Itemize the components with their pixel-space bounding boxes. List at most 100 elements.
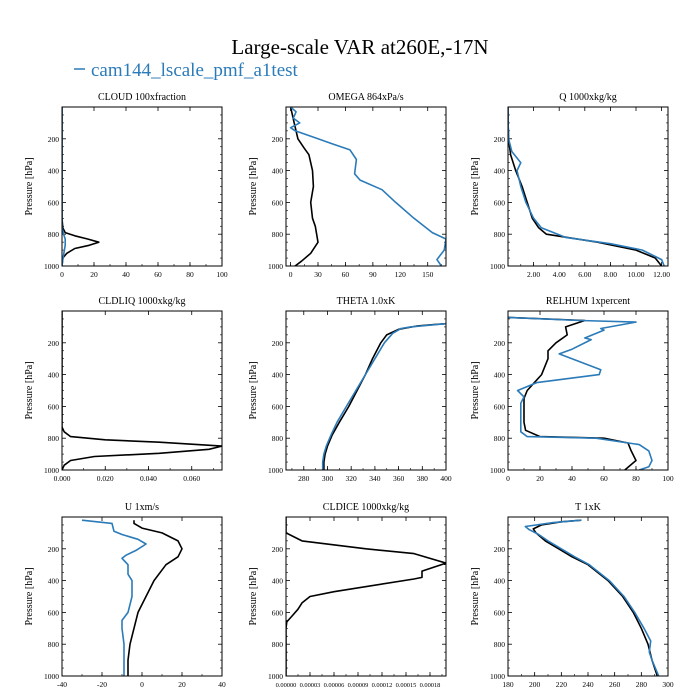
x-tick-label: 200 bbox=[529, 680, 541, 689]
x-tick-label: 100 bbox=[216, 270, 228, 279]
x-tick-label: 40 bbox=[568, 474, 576, 483]
panel-title: THETA 1.0xK bbox=[337, 296, 396, 307]
x-tick-label: 4.00 bbox=[553, 270, 566, 279]
x-tick-label: 220 bbox=[556, 680, 568, 689]
x-tick-label: 180 bbox=[502, 680, 514, 689]
series-line-control bbox=[508, 316, 637, 470]
y-tick-label: 600 bbox=[494, 608, 506, 617]
y-tick-label: 400 bbox=[272, 167, 284, 176]
x-tick-label: 400 bbox=[440, 474, 452, 483]
y-axis-label: Pressure [hPa] bbox=[248, 361, 259, 419]
y-tick-label: 1000 bbox=[268, 466, 283, 475]
x-tick-label: 30 bbox=[314, 270, 322, 279]
plot-frame bbox=[285, 106, 447, 267]
x-tick-label: 60 bbox=[154, 270, 162, 279]
panel-title: CLOUD 100xfraction bbox=[98, 92, 186, 103]
y-tick-label: 400 bbox=[494, 577, 506, 586]
y-axis-label: Pressure [hPa] bbox=[24, 157, 35, 215]
y-tick-label: 200 bbox=[48, 135, 60, 144]
x-tick-label: 300 bbox=[322, 474, 334, 483]
y-tick-label: 200 bbox=[494, 339, 506, 348]
plot-frame bbox=[507, 310, 669, 471]
series-line-control bbox=[289, 107, 319, 266]
x-tick-label: 0 bbox=[60, 270, 64, 279]
x-tick-label: 150 bbox=[422, 270, 434, 279]
x-tick-label: 80 bbox=[186, 270, 194, 279]
panel-3: CLDLIQ 1000xkg/kg Pressure [hPa] 200 400 600… bbox=[24, 296, 223, 483]
x-tick-label: 10.00 bbox=[628, 270, 645, 279]
x-tick-label: 0.00012 bbox=[372, 682, 393, 689]
x-tick-label: 0 bbox=[140, 680, 144, 689]
x-tick-label: 8.00 bbox=[604, 270, 617, 279]
plot-frame bbox=[285, 516, 447, 677]
panel-0: CLOUD 100xfraction Pressure [hPa] 200 40 0 60… bbox=[24, 92, 228, 279]
y-tick-label: 400 bbox=[272, 371, 284, 380]
x-tick-label: 6.00 bbox=[578, 270, 591, 279]
y-tick-label: 1000 bbox=[268, 672, 283, 681]
y-tick-label: 1000 bbox=[44, 262, 59, 271]
x-tick-label: 360 bbox=[393, 474, 405, 483]
x-tick-label: 280 bbox=[636, 680, 648, 689]
y-tick-label: 600 bbox=[272, 402, 284, 411]
x-tick-label: 100 bbox=[662, 474, 674, 483]
series-line-control bbox=[62, 107, 100, 266]
plot-frame bbox=[61, 106, 223, 267]
y-tick-label: 200 bbox=[48, 339, 60, 348]
plot-frame bbox=[61, 310, 223, 471]
series-line-test bbox=[508, 316, 653, 470]
y-tick-label: 600 bbox=[272, 608, 284, 617]
x-tick-label: 20 bbox=[178, 680, 186, 689]
series-line-test bbox=[508, 107, 665, 266]
panel-title: CLDLIQ 1000xkg/kg bbox=[99, 296, 186, 307]
x-tick-label: 0.020 bbox=[97, 474, 114, 483]
x-tick-label: 240 bbox=[582, 680, 594, 689]
series-line-control bbox=[127, 520, 183, 676]
x-tick-label: 0 bbox=[289, 270, 293, 279]
x-tick-label: 320 bbox=[346, 474, 358, 483]
figure-title: Large-scale VAR at260E,-17N bbox=[231, 35, 488, 59]
y-tick-label: 600 bbox=[48, 608, 60, 617]
y-axis-label: Pressure [hPa] bbox=[248, 157, 259, 215]
x-tick-label: 20 bbox=[90, 270, 98, 279]
x-tick-label: 20 bbox=[536, 474, 544, 483]
x-tick-label: 260 bbox=[609, 680, 621, 689]
y-tick-label: 400 bbox=[494, 371, 506, 380]
x-tick-label: 0.040 bbox=[140, 474, 157, 483]
x-tick-label: 120 bbox=[395, 270, 407, 279]
y-tick-label: 1000 bbox=[268, 262, 283, 271]
x-tick-label: 40 bbox=[122, 270, 130, 279]
x-tick-label: 0 bbox=[506, 474, 510, 483]
panel-title: OMEGA 864xPa/s bbox=[328, 92, 403, 103]
x-tick-label: 280 bbox=[298, 474, 310, 483]
x-tick-label: 0.00006 bbox=[324, 682, 345, 689]
y-tick-label: 400 bbox=[272, 577, 284, 586]
plot-frame bbox=[507, 516, 669, 677]
x-tick-label: 0.060 bbox=[183, 474, 200, 483]
x-tick-label: 60 bbox=[600, 474, 608, 483]
y-tick-label: 200 bbox=[272, 135, 284, 144]
y-tick-label: 800 bbox=[272, 434, 284, 443]
x-tick-label: 40 bbox=[218, 680, 226, 689]
legend: cam144_lscale_pmf_a1test bbox=[74, 60, 299, 81]
y-tick-label: 400 bbox=[48, 371, 60, 380]
y-axis-label: Pressure [hPa] bbox=[24, 567, 35, 625]
series-line-control bbox=[62, 311, 222, 470]
y-tick-label: 200 bbox=[494, 545, 506, 554]
x-tick-label: 0.00003 bbox=[300, 682, 321, 689]
series-line-test bbox=[62, 107, 66, 266]
y-axis-label: Pressure [hPa] bbox=[470, 361, 481, 419]
panel-4: THETA 1.0xK Pressure [hPa] 200 400 600 800 100… bbox=[248, 296, 452, 483]
series-line-control bbox=[508, 107, 663, 266]
y-axis-label: Pressure [hPa] bbox=[470, 157, 481, 215]
y-tick-label: 1000 bbox=[490, 466, 505, 475]
x-tick-label: 0.00000 bbox=[276, 682, 297, 689]
y-tick-label: 200 bbox=[494, 135, 506, 144]
y-tick-label: 1000 bbox=[490, 672, 505, 681]
y-tick-label: 600 bbox=[272, 198, 284, 207]
y-tick-label: 800 bbox=[272, 230, 284, 239]
y-axis-label: Pressure [hPa] bbox=[248, 567, 259, 625]
x-tick-label: 0.00018 bbox=[420, 682, 441, 689]
